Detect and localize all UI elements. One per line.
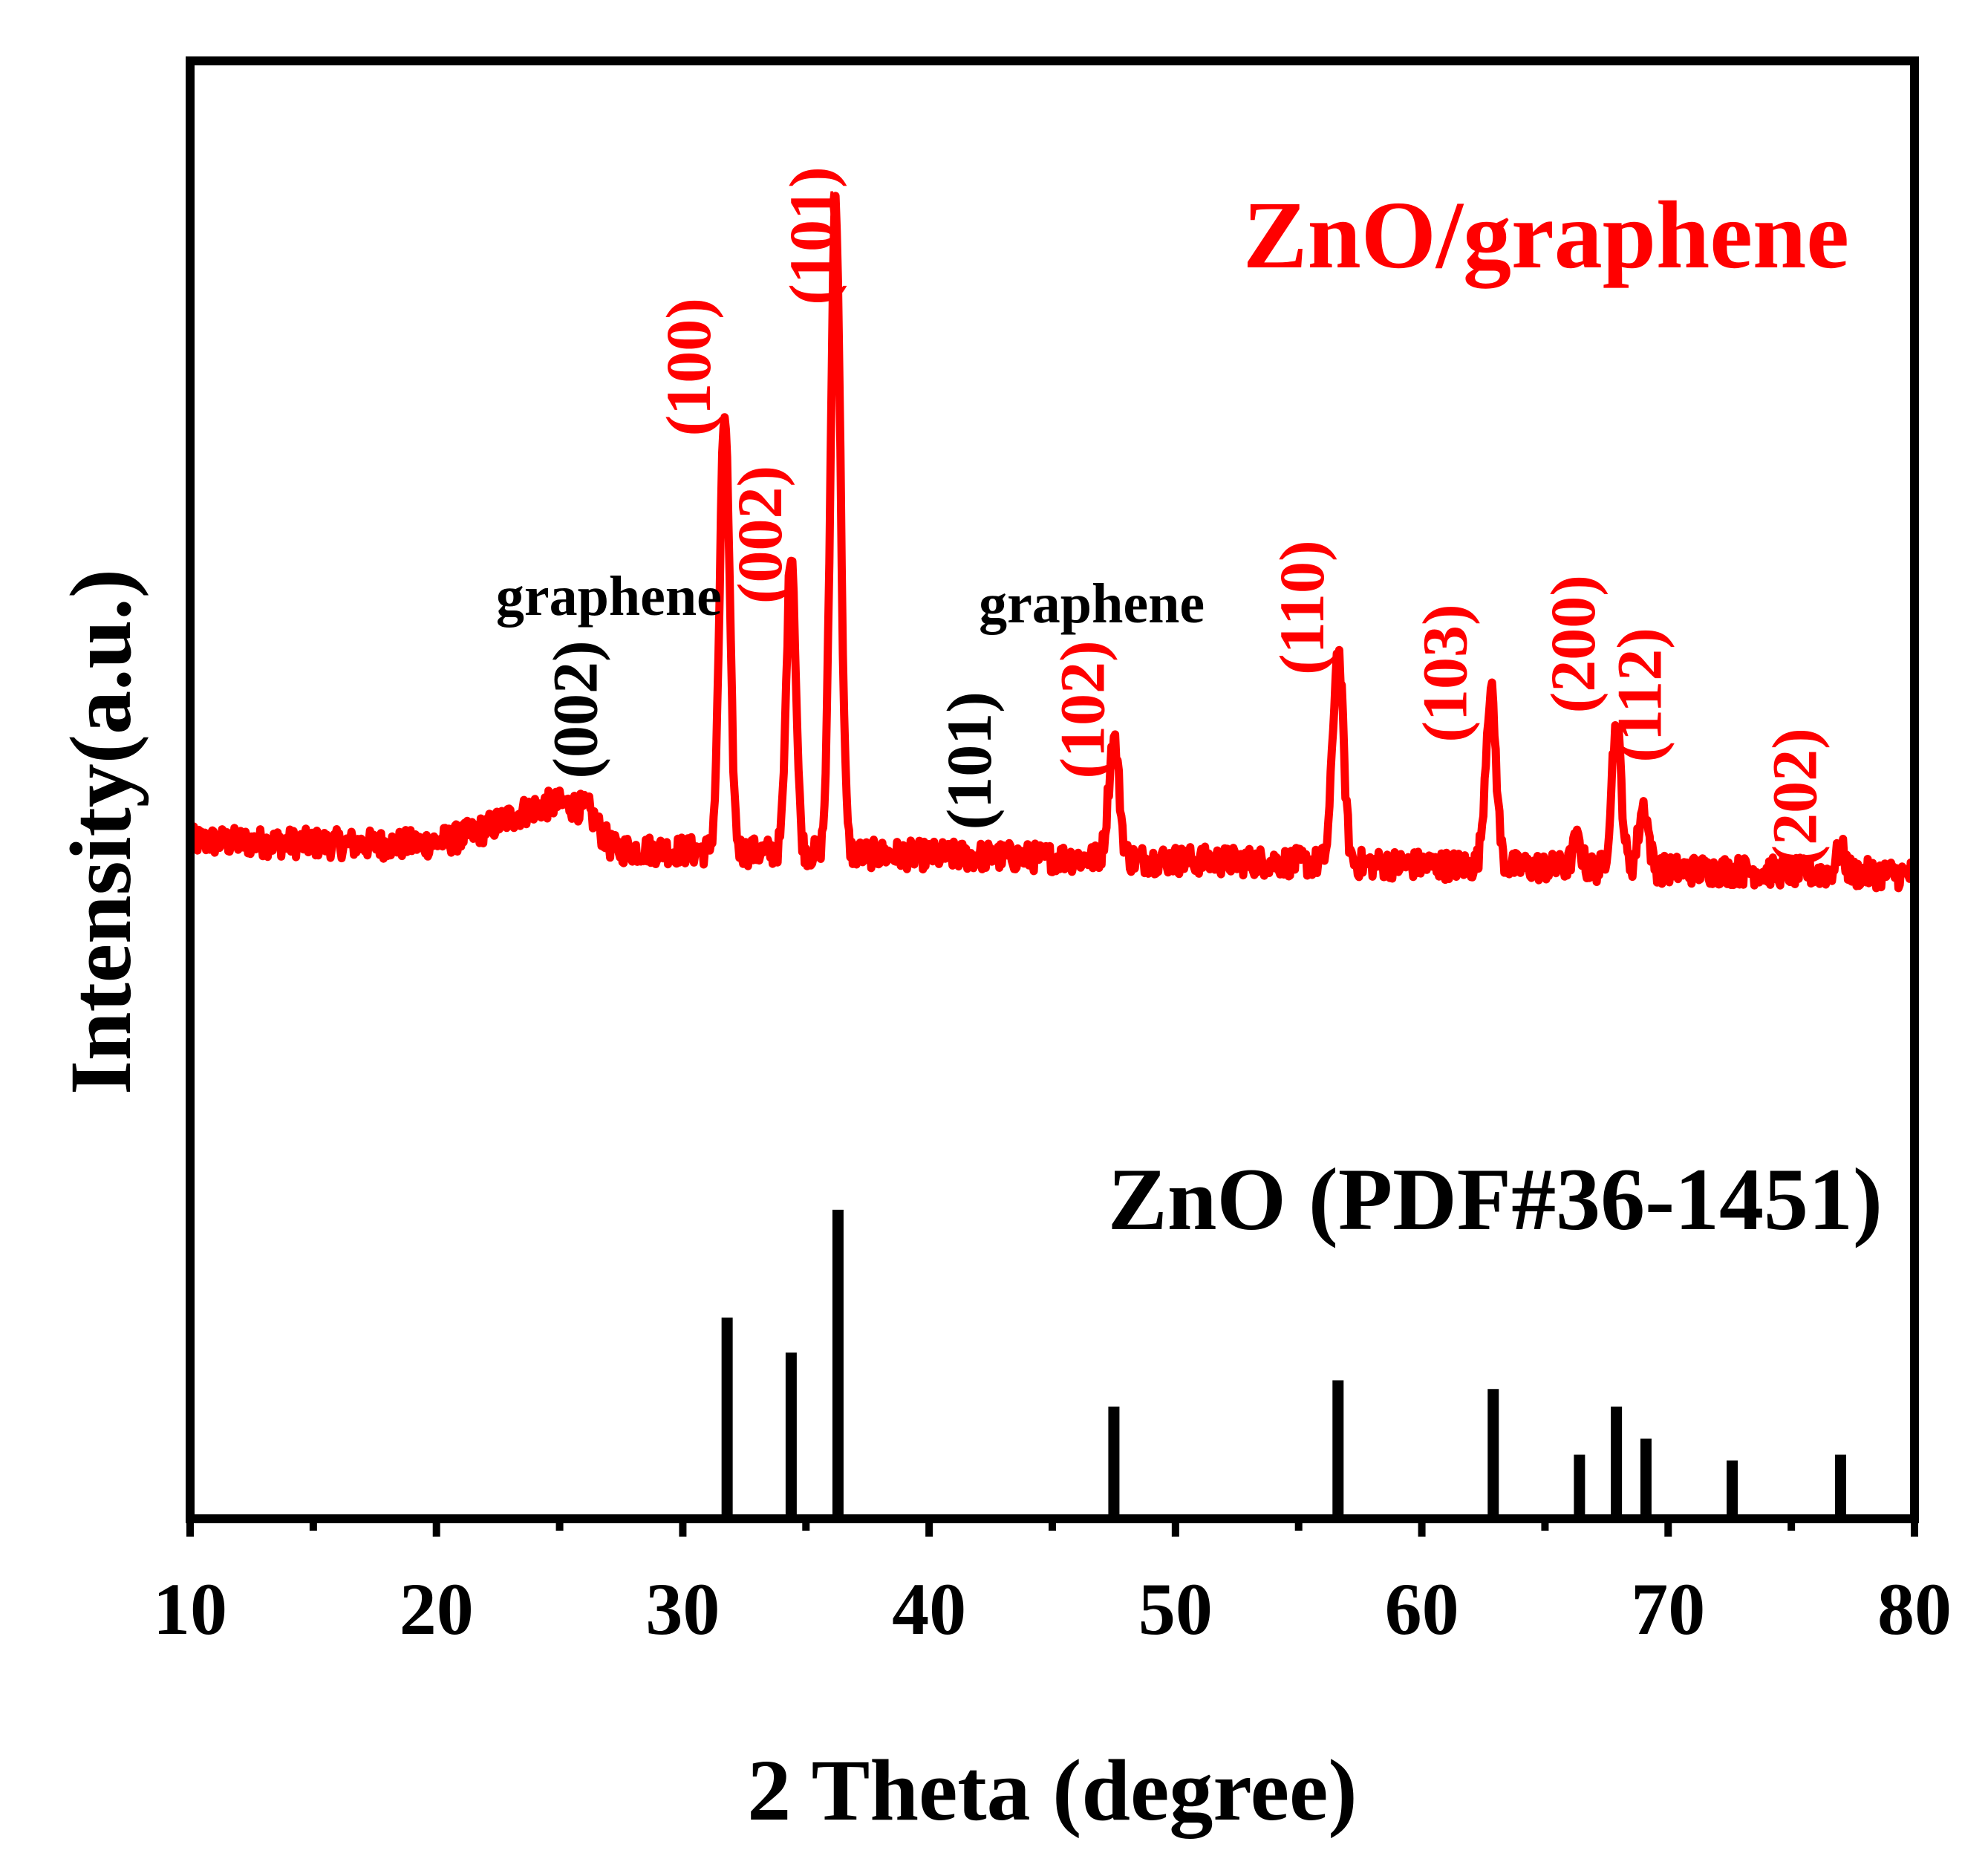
y-axis-label: Intensity(a.u.): [52, 569, 149, 1095]
miller-index-label: (103): [1409, 604, 1480, 742]
series-label: ZnO (PDF#36-1451): [1108, 1150, 1883, 1248]
miller-index-label: (102): [1047, 640, 1118, 778]
x-tick-label: 30: [645, 1568, 720, 1650]
x-tick-label: 10: [153, 1568, 227, 1650]
graphene-label: graphene: [979, 573, 1205, 635]
miller-index-label: (110): [1266, 540, 1337, 675]
miller-index-label: (112): [1603, 628, 1675, 763]
x-tick-label: 20: [400, 1568, 474, 1650]
x-tick-label: 80: [1877, 1568, 1952, 1650]
graphene-label: graphene: [496, 565, 722, 628]
plot-content: [186, 192, 1917, 1519]
miller-index-label: (002): [724, 466, 795, 604]
miller-index-label: (101): [776, 166, 847, 305]
miller-index-label: (100): [653, 298, 724, 436]
x-tick-label: 60: [1385, 1568, 1459, 1650]
miller-index-label: (002): [539, 640, 610, 778]
miller-index-label: (101): [933, 691, 1005, 830]
peak-annotations: graphene(002)graphene(101)(100)(002)(101…: [496, 166, 1830, 866]
x-tick-label: 70: [1631, 1568, 1705, 1650]
series-line-0: [186, 192, 1917, 893]
x-tick-label: 50: [1138, 1568, 1213, 1650]
series-labels: ZnO/graphene ZnO (PDF#36-1451): [1108, 182, 1883, 1248]
series-label: ZnO/graphene: [1243, 182, 1849, 289]
miller-index-label: (202): [1759, 728, 1830, 866]
x-axis-ticks: [186, 1519, 1918, 1537]
x-axis-tick-labels: 10 20 30 40 50 60 70 80: [153, 1568, 1952, 1650]
miller-index-label: (200): [1537, 575, 1609, 713]
x-axis-label: 2 Theta (degree): [747, 1742, 1357, 1839]
x-tick-label: 40: [892, 1568, 966, 1650]
